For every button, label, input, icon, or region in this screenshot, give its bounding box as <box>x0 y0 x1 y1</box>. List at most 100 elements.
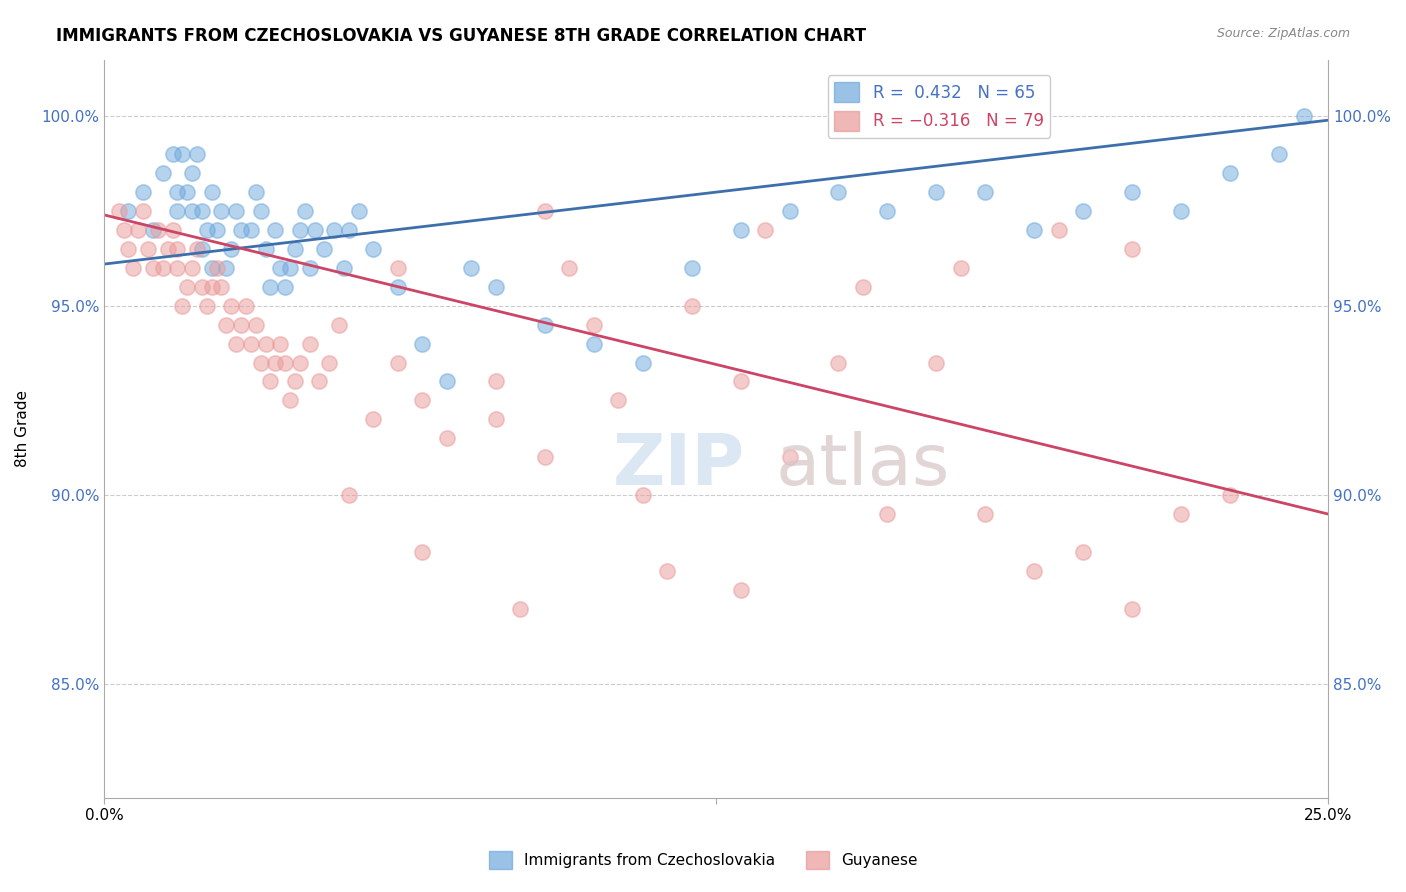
Point <box>269 336 291 351</box>
Point <box>779 204 801 219</box>
Point <box>485 280 508 294</box>
Point <box>274 355 297 369</box>
Point <box>1121 601 1143 615</box>
Point <box>533 204 555 219</box>
Point <box>239 336 262 351</box>
Point <box>949 260 972 275</box>
Point <box>323 223 346 237</box>
Point <box>195 223 218 237</box>
Point <box>117 242 139 256</box>
Point <box>827 355 849 369</box>
Point <box>117 204 139 219</box>
Point <box>876 507 898 521</box>
Point <box>1024 564 1046 578</box>
Point <box>166 185 188 199</box>
Point <box>136 242 159 256</box>
Point <box>152 260 174 275</box>
Text: Source: ZipAtlas.com: Source: ZipAtlas.com <box>1216 27 1350 40</box>
Point <box>245 318 267 332</box>
Point <box>181 166 204 180</box>
Point <box>176 185 198 199</box>
Point <box>112 223 135 237</box>
Point <box>156 242 179 256</box>
Point <box>166 242 188 256</box>
Point <box>278 260 301 275</box>
Point <box>172 299 194 313</box>
Point <box>162 147 184 161</box>
Point <box>754 223 776 237</box>
Point <box>485 375 508 389</box>
Point <box>122 260 145 275</box>
Point <box>436 375 458 389</box>
Point <box>278 393 301 408</box>
Point <box>215 260 238 275</box>
Point <box>294 204 316 219</box>
Legend: R =  0.432   N = 65, R = −0.316   N = 79: R = 0.432 N = 65, R = −0.316 N = 79 <box>828 75 1050 137</box>
Point <box>274 280 297 294</box>
Point <box>162 223 184 237</box>
Point <box>436 431 458 445</box>
Point <box>181 260 204 275</box>
Point <box>142 223 165 237</box>
Point <box>925 355 948 369</box>
Point <box>132 204 155 219</box>
Point <box>269 260 291 275</box>
Point <box>631 355 654 369</box>
Point <box>607 393 630 408</box>
Point <box>146 223 169 237</box>
Point <box>195 299 218 313</box>
Point <box>211 204 233 219</box>
Point <box>225 336 247 351</box>
Point <box>314 242 336 256</box>
Point <box>347 204 370 219</box>
Point <box>1071 545 1094 559</box>
Point <box>205 223 228 237</box>
Point <box>998 109 1021 123</box>
Point <box>107 204 129 219</box>
Point <box>582 318 605 332</box>
Point <box>1024 223 1046 237</box>
Point <box>730 582 752 597</box>
Text: ZIP: ZIP <box>613 431 745 500</box>
Point <box>361 412 384 426</box>
Point <box>201 260 224 275</box>
Point <box>328 318 350 332</box>
Point <box>259 375 281 389</box>
Point <box>152 166 174 180</box>
Point <box>166 204 188 219</box>
Point <box>172 147 194 161</box>
Point <box>249 355 271 369</box>
Point <box>298 336 321 351</box>
Point <box>225 204 247 219</box>
Point <box>361 242 384 256</box>
Point <box>235 299 257 313</box>
Point <box>186 242 208 256</box>
Point <box>337 223 360 237</box>
Point <box>333 260 356 275</box>
Point <box>1219 166 1241 180</box>
Point <box>852 280 875 294</box>
Point <box>264 223 287 237</box>
Point <box>215 318 238 332</box>
Point <box>411 545 433 559</box>
Point <box>387 260 409 275</box>
Point <box>219 299 242 313</box>
Point <box>181 204 204 219</box>
Point <box>191 204 214 219</box>
Point <box>730 223 752 237</box>
Point <box>191 242 214 256</box>
Point <box>205 260 228 275</box>
Point <box>186 147 208 161</box>
Point <box>201 185 224 199</box>
Point <box>485 412 508 426</box>
Point <box>211 280 233 294</box>
Point <box>827 185 849 199</box>
Point <box>1170 204 1192 219</box>
Point <box>176 280 198 294</box>
Point <box>229 318 252 332</box>
Point <box>254 336 277 351</box>
Point <box>1292 109 1315 123</box>
Point <box>681 299 703 313</box>
Point <box>974 185 997 199</box>
Point <box>132 185 155 199</box>
